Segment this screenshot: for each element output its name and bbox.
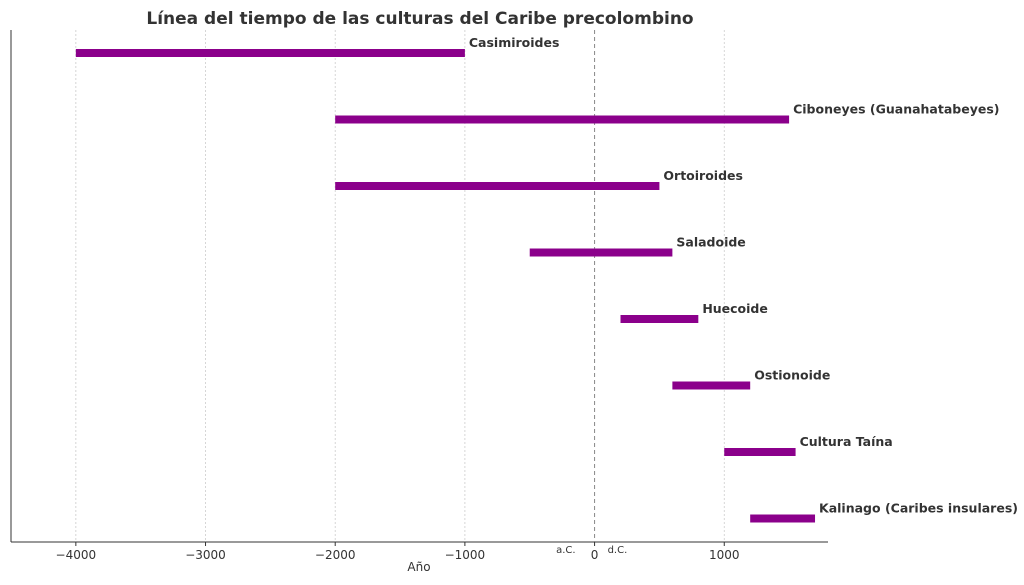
period-label: Saladoide [676,235,745,250]
period-label: Ortoiroides [663,168,743,183]
period-bar [335,115,790,124]
x-tick-label: 1000 [709,548,740,562]
x-tick-label: −3000 [185,548,226,562]
x-tick-label: −4000 [56,548,97,562]
period-bar [724,448,796,456]
x-axis-label: Año [407,560,430,574]
x-tick-label: −1000 [445,548,486,562]
x-tick-label: 0 [591,548,599,562]
period-bar [529,248,673,257]
period-label: Ciboneyes (Guanahatabeyes) [793,102,999,117]
era-label-bc: a.C. [556,545,575,556]
period-bar [335,182,660,190]
period-label: Casimiroides [469,35,560,50]
period-bar [672,381,751,390]
period-label: Cultura Taína [800,434,893,449]
x-tick-label: −2000 [315,548,356,562]
period-label: Huecoide [702,301,768,316]
era-label-ad: d.C. [608,545,628,556]
x-ticks: −4000 −3000 −2000 −1000 0 1000 [56,542,740,562]
period-bars: Casimiroides Ciboneyes (Guanahatabeyes) Or… [75,35,1018,523]
period-bar [75,49,465,57]
grid-lines [75,30,725,542]
period-label: Ostionoide [754,368,830,383]
period-bar [620,315,699,323]
period-label: Kalinago (Caribes insulares) [819,501,1018,516]
axes [10,30,828,543]
period-bar [750,514,816,523]
chart-title: Línea del tiempo de las culturas del Car… [146,9,693,29]
